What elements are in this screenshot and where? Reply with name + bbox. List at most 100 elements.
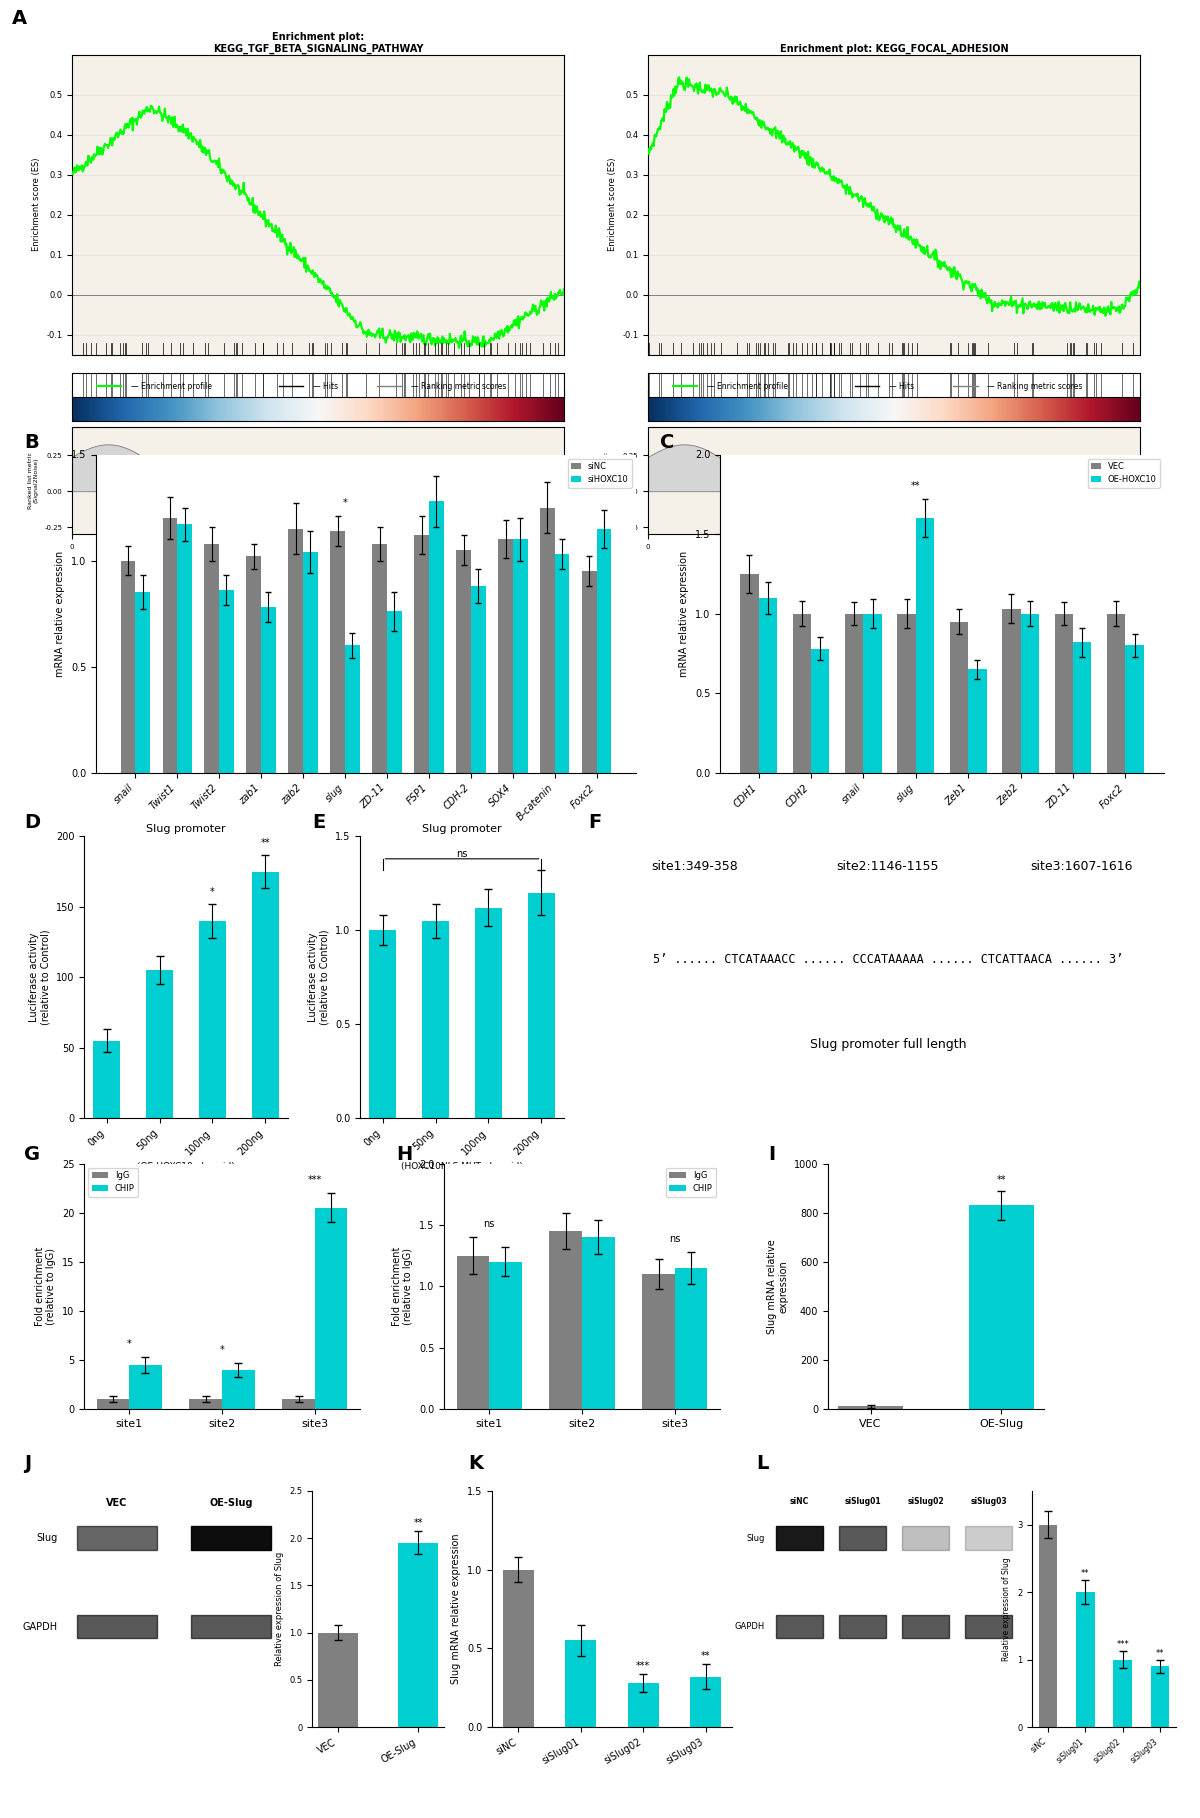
Bar <box>902 1614 949 1638</box>
Bar <box>94 1040 120 1118</box>
Title: Enrichment plot: KEGG_FOCAL_ADHESION: Enrichment plot: KEGG_FOCAL_ADHESION <box>780 44 1008 55</box>
Text: — Enrichment profile: — Enrichment profile <box>707 382 788 391</box>
Text: **: ** <box>701 1651 710 1662</box>
Y-axis label: Slug mRNA relative expression: Slug mRNA relative expression <box>451 1534 461 1683</box>
Bar <box>428 502 444 773</box>
Bar <box>1114 1660 1132 1727</box>
Bar <box>288 529 304 773</box>
Bar <box>190 1400 222 1409</box>
Y-axis label: mRNA relative expression: mRNA relative expression <box>55 551 65 676</box>
Bar <box>1076 1593 1094 1727</box>
Bar <box>314 1207 348 1409</box>
Bar <box>1108 614 1126 773</box>
Bar <box>146 971 173 1118</box>
Text: — Enrichment profile: — Enrichment profile <box>131 382 212 391</box>
Bar <box>96 1400 130 1409</box>
Bar <box>839 1614 886 1638</box>
Bar <box>845 614 863 773</box>
Y-axis label: Relative expression of Slug: Relative expression of Slug <box>1002 1556 1012 1662</box>
Bar <box>839 1527 886 1549</box>
Legend: IgG, CHIP: IgG, CHIP <box>88 1167 138 1196</box>
Legend: VEC, OE-HOXC10: VEC, OE-HOXC10 <box>1087 458 1160 487</box>
Text: E: E <box>312 813 325 831</box>
Bar <box>262 607 276 773</box>
Bar <box>582 1236 614 1409</box>
Bar <box>398 1543 438 1727</box>
Bar <box>793 614 811 773</box>
Bar <box>456 1256 490 1409</box>
Y-axis label: Enrichment score (ES): Enrichment score (ES) <box>31 158 41 251</box>
Bar <box>512 540 528 773</box>
Text: — Ranking metric scores: — Ranking metric scores <box>412 382 506 391</box>
Bar <box>1055 614 1073 773</box>
Bar <box>1021 614 1039 773</box>
Y-axis label: Luciferase activity
(relative to Control): Luciferase activity (relative to Control… <box>307 929 329 1025</box>
Text: site3:1607-1616: site3:1607-1616 <box>1030 860 1133 873</box>
Bar <box>191 1527 271 1549</box>
Bar <box>456 549 470 773</box>
Text: OE-Slug: OE-Slug <box>209 1498 253 1507</box>
Text: ns: ns <box>670 1234 680 1244</box>
Bar <box>220 591 234 773</box>
Text: I: I <box>768 1145 775 1164</box>
Text: — Hits: — Hits <box>313 382 338 391</box>
Text: **: ** <box>413 1518 422 1527</box>
Text: A: A <box>12 9 28 27</box>
Text: siNC: siNC <box>790 1496 809 1505</box>
Text: VEC: VEC <box>107 1498 127 1507</box>
Title: Slug promoter: Slug promoter <box>422 824 502 834</box>
Y-axis label: Relative expression of Slug: Relative expression of Slug <box>275 1553 283 1665</box>
Text: *: * <box>127 1340 132 1349</box>
Text: G: G <box>24 1145 40 1164</box>
Bar <box>596 529 612 773</box>
Bar <box>77 1614 157 1638</box>
Title: Slug promoter: Slug promoter <box>146 824 226 834</box>
Bar <box>1038 1525 1057 1727</box>
Y-axis label: Enrichment score (ES): Enrichment score (ES) <box>607 158 617 251</box>
Text: site2:1146-1155: site2:1146-1155 <box>836 860 940 873</box>
Bar <box>282 1400 314 1409</box>
Bar <box>252 871 278 1118</box>
Text: Slug promoter full length: Slug promoter full length <box>810 1038 966 1051</box>
Text: J: J <box>24 1454 31 1473</box>
Text: Slug: Slug <box>36 1533 58 1543</box>
Title: Enrichment plot:
KEGG_TGF_BETA_SIGNALING_PATHWAY: Enrichment plot: KEGG_TGF_BETA_SIGNALING… <box>212 33 424 55</box>
Bar <box>838 1407 904 1409</box>
Bar <box>540 507 554 773</box>
Bar <box>674 1267 708 1409</box>
Bar <box>204 544 220 773</box>
Text: **: ** <box>997 1174 1007 1185</box>
Text: GAPDH: GAPDH <box>22 1622 58 1633</box>
Bar <box>554 554 570 773</box>
Bar <box>136 593 150 773</box>
Bar <box>178 524 192 773</box>
Text: K: K <box>468 1454 482 1473</box>
Y-axis label: mRNA relative expression: mRNA relative expression <box>679 551 689 676</box>
Bar <box>550 1231 582 1409</box>
Text: **: ** <box>911 482 920 491</box>
Bar <box>740 574 758 773</box>
Bar <box>475 907 502 1118</box>
Bar <box>318 1633 358 1727</box>
Bar <box>422 920 449 1118</box>
Legend: siNC, siHOXC10: siNC, siHOXC10 <box>568 458 632 487</box>
Bar <box>902 1527 949 1549</box>
Text: L: L <box>756 1454 768 1473</box>
Text: ***: *** <box>308 1174 322 1185</box>
Bar <box>916 518 934 773</box>
Text: H: H <box>396 1145 413 1164</box>
Bar <box>503 1569 534 1727</box>
Bar <box>968 1205 1034 1409</box>
Bar <box>370 931 396 1118</box>
Text: **: ** <box>1156 1649 1164 1658</box>
Text: siSlug01: siSlug01 <box>844 1496 881 1505</box>
Legend: IgG, CHIP: IgG, CHIP <box>666 1167 716 1196</box>
Text: C: C <box>660 433 674 451</box>
Bar <box>162 518 178 773</box>
X-axis label: (HOXC10NLS MUT plasmid): (HOXC10NLS MUT plasmid) <box>401 1162 523 1171</box>
Text: *: * <box>220 1345 224 1354</box>
Bar <box>77 1527 157 1549</box>
Bar <box>1002 609 1021 773</box>
Y-axis label: Slug mRNA relative
expression: Slug mRNA relative expression <box>767 1238 788 1334</box>
Text: ***: *** <box>1116 1640 1129 1649</box>
